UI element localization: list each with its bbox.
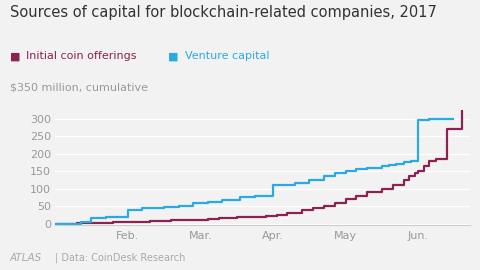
Text: Initial coin offerings: Initial coin offerings: [26, 51, 137, 61]
Text: ATLAS: ATLAS: [10, 253, 42, 263]
Text: ■: ■: [168, 51, 179, 61]
Text: $350 million, cumulative: $350 million, cumulative: [10, 82, 148, 92]
Text: ■: ■: [10, 51, 20, 61]
Text: Sources of capital for blockchain-related companies, 2017: Sources of capital for blockchain-relate…: [10, 5, 436, 21]
Text: | Data: CoinDesk Research: | Data: CoinDesk Research: [55, 253, 186, 263]
Text: Venture capital: Venture capital: [185, 51, 269, 61]
